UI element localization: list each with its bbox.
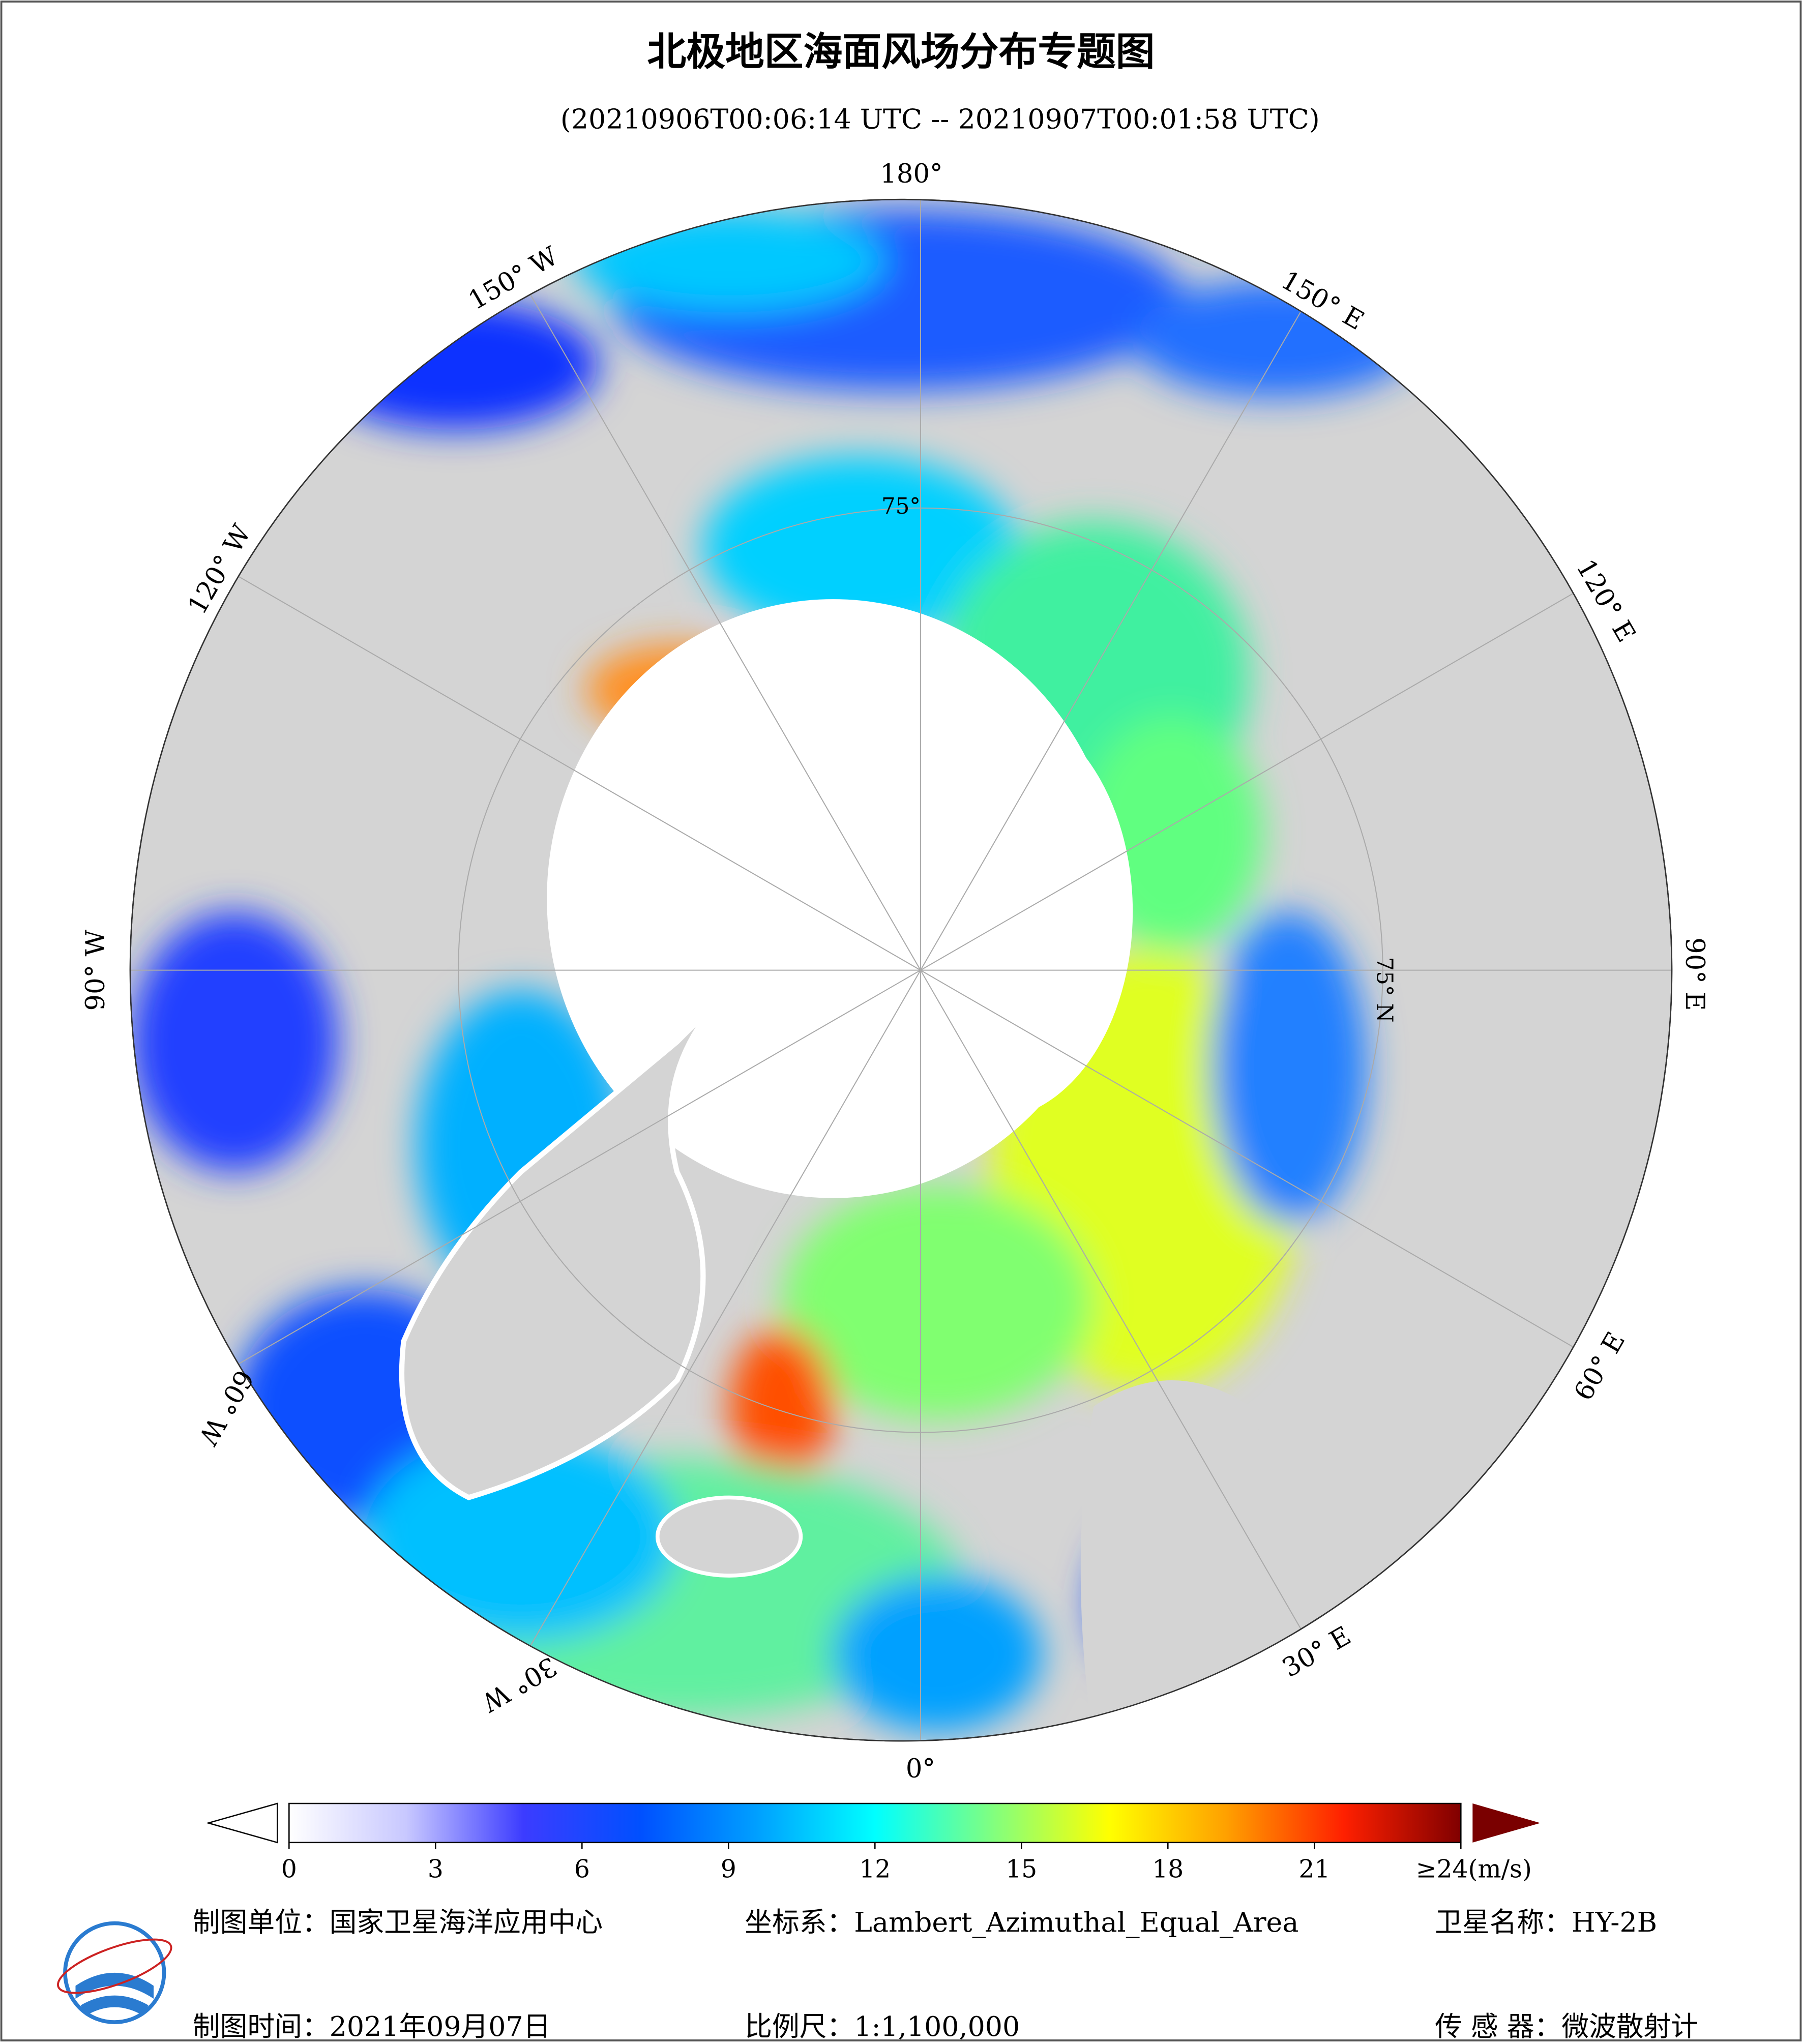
colorbar-tick-label: 6 [574,1855,590,1884]
graticule-label: 180° [880,159,942,189]
meridian [131,514,921,971]
footer-date: 制图时间：2021年09月07日 [193,2010,551,2042]
meridian [131,969,921,1427]
graticule-label: 75° [881,494,921,519]
colorbar-tick-label: 3 [428,1855,444,1884]
logo [57,1921,172,2024]
colorbar-min-arrow [205,1802,278,1844]
colorbar-tick-label: 15 [1006,1855,1037,1884]
meridian [920,199,1377,971]
parallel [458,507,1383,1433]
footer: 制图单位：国家卫星海洋应用中心 坐标系：Lambert_Azimuthal_Eq… [57,1906,1698,2042]
colorbar-tick-label: ≥24(m/s) [1416,1855,1532,1884]
wind-field [130,199,1672,1741]
footer-unit: 制图单位：国家卫星海洋应用中心 [193,1906,603,1938]
meridian [464,970,921,1741]
graticule-label: 90° E [1679,937,1710,1011]
subtitle: (20210906T00:06:14 UTC -- 20210907T00:01… [560,103,1320,135]
colorbar-max-arrow [1472,1803,1541,1843]
graticule-label: 90° W [80,929,111,1011]
meridian [920,970,1377,1741]
meridian [464,199,921,971]
footer-sensor: 传 感 器：微波散射计 [1435,2010,1698,2042]
colorbar-tick-label: 0 [281,1855,297,1884]
colorbar-bar [288,1802,1462,1844]
colorbar-tick-label: 9 [721,1855,736,1884]
colorbar-tick-label: 18 [1152,1855,1184,1884]
footer-scale: 比例尺：1:1,100,000 [745,2010,1020,2042]
footer-projection: 坐标系：Lambert_Azimuthal_Equal_Area [745,1906,1298,1938]
colorbar-tick-label: 21 [1298,1855,1330,1884]
title: 北极地区海面风场分布专题图 [647,29,1155,75]
footer-satellite: 卫星名称：HY-2B [1435,1906,1657,1938]
colorbar: 0 3 6 9 12 15 18 21 ≥24(m/s) [205,1802,1541,1884]
colorbar-tick-label: 12 [859,1855,891,1884]
graticule-label: 75° N [1372,957,1397,1023]
graticule-label: 0° [906,1754,935,1784]
